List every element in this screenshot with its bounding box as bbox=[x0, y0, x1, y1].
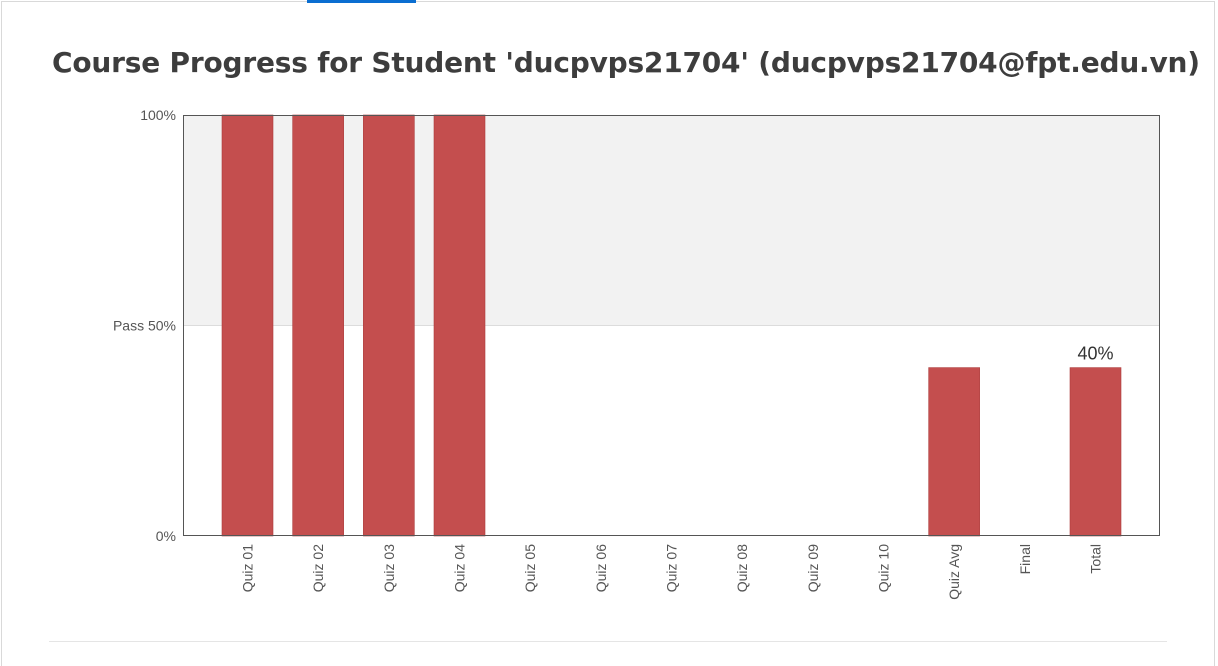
active-tab-indicator bbox=[307, 0, 416, 3]
x-tick-label: Quiz 07 bbox=[664, 544, 680, 592]
x-tick-label: Quiz 09 bbox=[805, 544, 821, 592]
pass-band bbox=[183, 115, 1160, 326]
x-tick-label: Quiz 08 bbox=[734, 544, 750, 592]
bottom-divider bbox=[49, 641, 1167, 642]
x-tick-label: Quiz 06 bbox=[593, 544, 609, 592]
x-tick-label: Quiz 10 bbox=[876, 544, 892, 592]
bar-quiz-02 bbox=[292, 114, 344, 537]
bar-quiz-04 bbox=[433, 114, 486, 537]
x-tick-label: Quiz 01 bbox=[240, 544, 256, 592]
y-tick-label: 0% bbox=[156, 528, 176, 544]
bar-quiz-avg bbox=[928, 367, 980, 537]
bar-quiz-01 bbox=[221, 114, 274, 537]
x-tick-label: Quiz Avg bbox=[946, 544, 962, 600]
x-tick-label: Total bbox=[1088, 544, 1104, 574]
data-label: 40% bbox=[1077, 344, 1113, 364]
x-tick-label: Quiz 02 bbox=[310, 544, 326, 592]
plot-border bbox=[183, 115, 1160, 536]
x-tick-label: Quiz 04 bbox=[452, 544, 468, 592]
x-tick-label: Final bbox=[1017, 544, 1033, 574]
x-tick-label: Quiz 03 bbox=[381, 544, 397, 592]
x-tick-label: Quiz 05 bbox=[522, 544, 538, 592]
y-tick-label: Pass 50% bbox=[113, 318, 176, 334]
page-title: Course Progress for Student 'ducpvps2170… bbox=[52, 46, 1200, 79]
bar-quiz-03 bbox=[363, 114, 415, 537]
y-tick-label: 100% bbox=[140, 107, 176, 123]
bar-total bbox=[1069, 367, 1122, 537]
